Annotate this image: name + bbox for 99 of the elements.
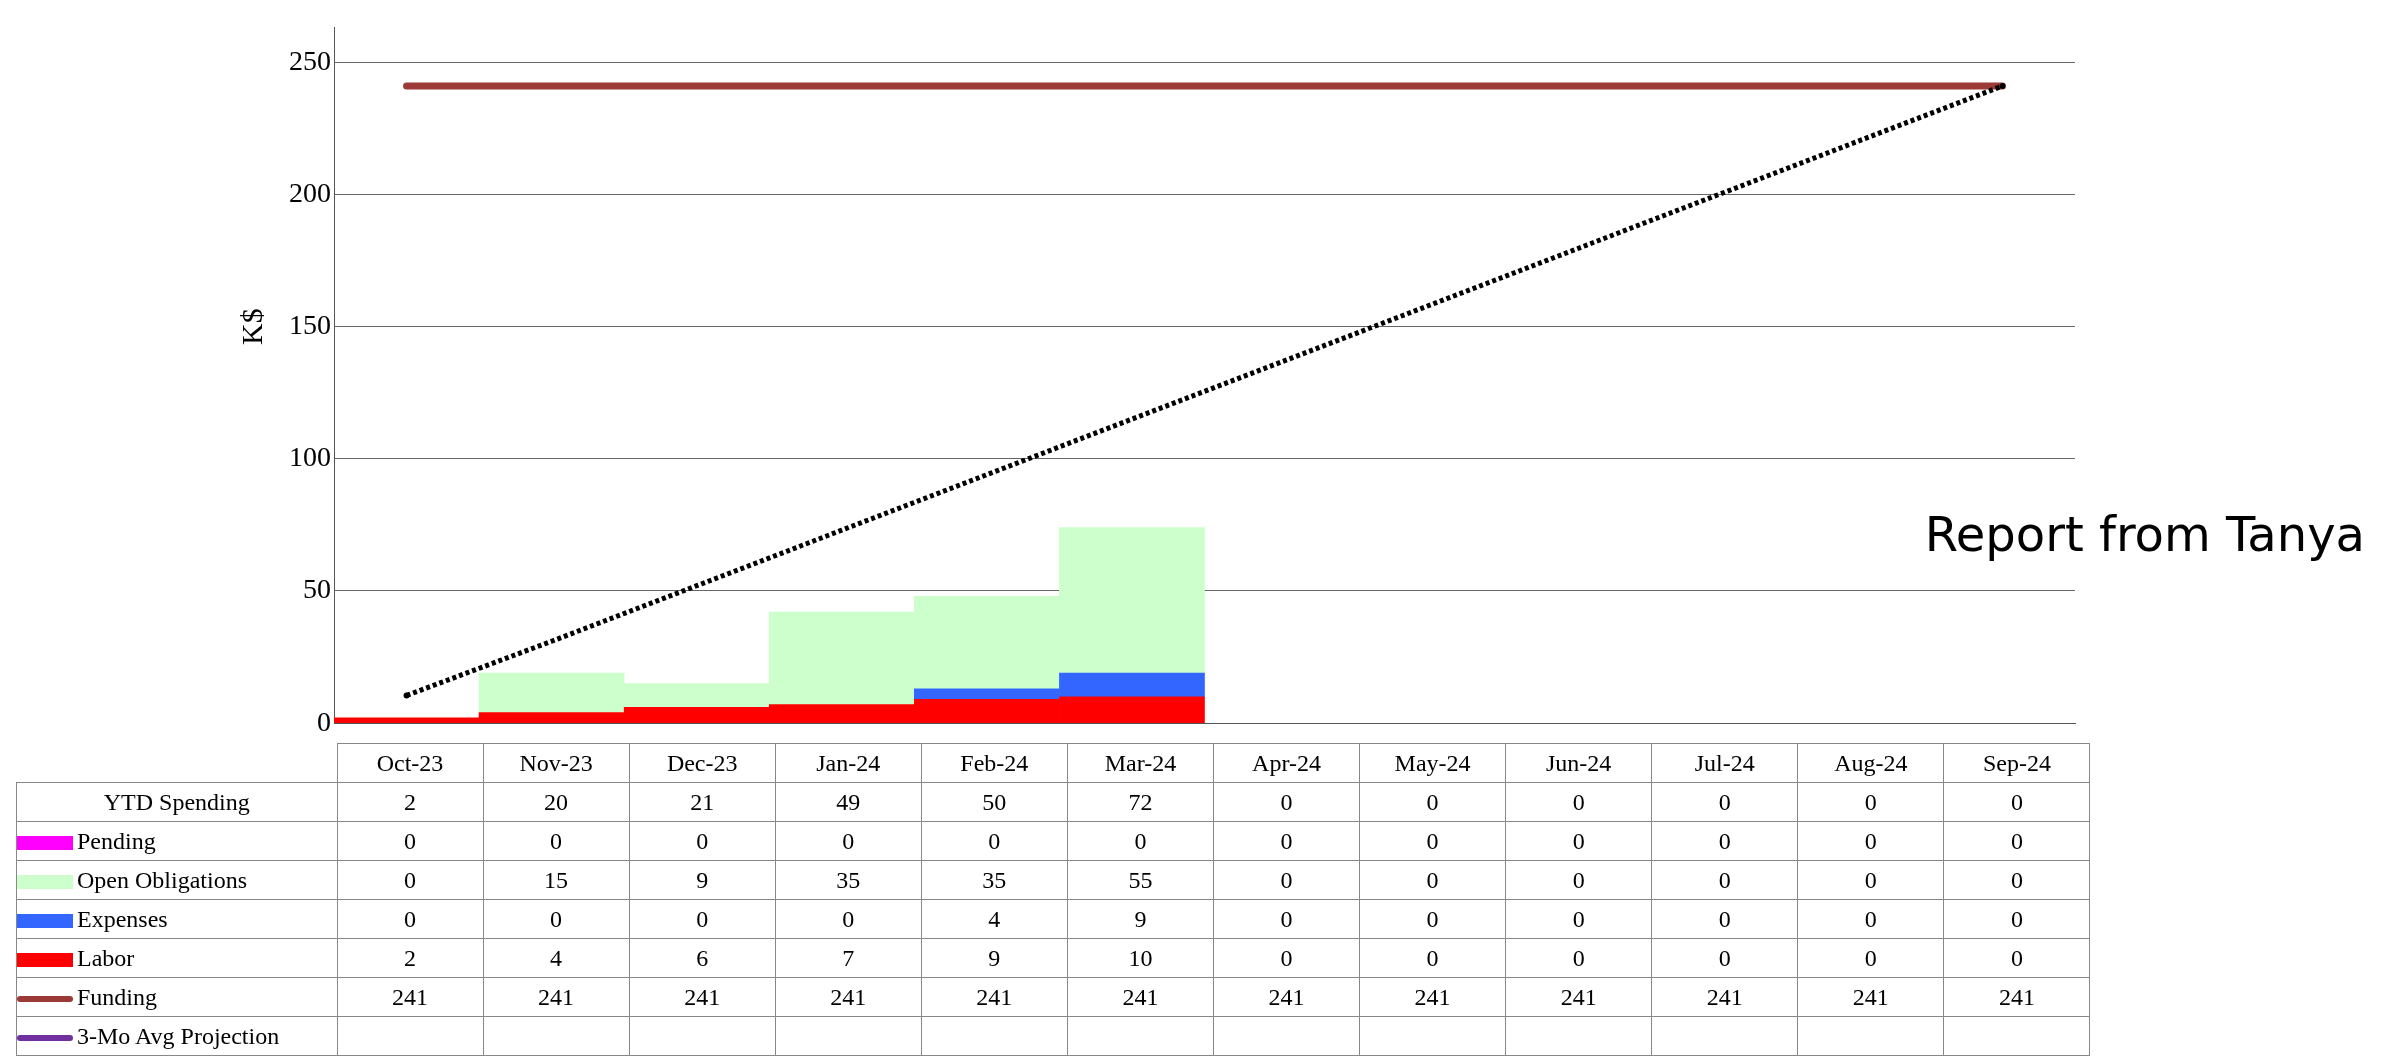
- data-label: 0: [921, 821, 1068, 861]
- data-label: 0: [337, 821, 484, 861]
- data-label: 241: [1797, 977, 1944, 1017]
- data-label: 0: [1797, 899, 1944, 939]
- y-tick-label: 100: [289, 441, 331, 473]
- data-label: 241: [921, 977, 1068, 1017]
- y-tick-label: 0: [317, 705, 331, 737]
- text: 72: [1128, 788, 1153, 815]
- x-tick-label: Oct-23: [337, 743, 484, 783]
- data-label: 35: [921, 860, 1068, 900]
- data-label: 241: [1943, 977, 2090, 1017]
- data-label: 0: [1505, 821, 1652, 861]
- text: 21: [690, 788, 715, 815]
- data-label: 0: [337, 860, 484, 900]
- data-label: 0: [1797, 938, 1944, 978]
- x-tick-label: Apr-24: [1213, 743, 1360, 783]
- legend-label: Pending: [77, 827, 156, 854]
- data-label: 241: [1505, 977, 1652, 1017]
- data-label: 0: [1505, 860, 1652, 900]
- data-label: 241: [775, 977, 922, 1017]
- data-label: 0: [1797, 860, 1944, 900]
- text: 0: [1718, 788, 1731, 815]
- text: 49: [836, 788, 861, 815]
- data-label: 0: [337, 899, 484, 939]
- annotation: Report from Tanya: [1924, 505, 2365, 562]
- data-label: 0: [1651, 821, 1798, 861]
- text: 2: [404, 788, 417, 815]
- data-label: 0: [1213, 860, 1360, 900]
- x-tick-label: Aug-24: [1797, 743, 1944, 783]
- data-label: 241: [1359, 977, 1506, 1017]
- text: 0: [2010, 788, 2023, 815]
- data-label: 241: [483, 977, 630, 1017]
- data-label: 0: [1651, 899, 1798, 939]
- x-tick-label: Nov-23: [483, 743, 630, 783]
- data-label: 9: [629, 860, 776, 900]
- legend-label: Open Obligations: [77, 866, 247, 893]
- data-label: 0: [1359, 860, 1506, 900]
- data-label: 0: [775, 821, 922, 861]
- data-label: 4: [921, 899, 1068, 939]
- data-label: 4: [483, 938, 630, 978]
- x-tick-label: Mar-24: [1067, 743, 1214, 783]
- legend-label: 3-Mo Avg Projection: [77, 1022, 280, 1049]
- data-label: 0: [1943, 938, 2090, 978]
- data-label: 0: [1797, 821, 1944, 861]
- x-tick-label: Feb-24: [921, 743, 1068, 783]
- data-label: 6: [629, 938, 776, 978]
- legend-label: Expenses: [77, 905, 168, 932]
- data-label: 0: [1359, 821, 1506, 861]
- data-label: 35: [775, 860, 922, 900]
- data-label: 10: [1067, 938, 1214, 978]
- data-label: 0: [1651, 860, 1798, 900]
- data-label: 0: [1943, 860, 2090, 900]
- legend-label: Labor: [77, 944, 135, 971]
- data-label: 241: [629, 977, 776, 1017]
- text: 50: [982, 788, 1007, 815]
- data-label: 0: [1505, 899, 1652, 939]
- data-label: 7: [775, 938, 922, 978]
- data-label: 9: [921, 938, 1068, 978]
- text: 0: [1572, 788, 1585, 815]
- data-label: 15: [483, 860, 630, 900]
- data-label: 0: [1213, 938, 1360, 978]
- data-label: 0: [1505, 938, 1652, 978]
- text: 0: [1864, 788, 1877, 815]
- data-label: 0: [1359, 938, 1506, 978]
- data-label: 2: [337, 938, 484, 978]
- data-label: 0: [1943, 899, 2090, 939]
- y-tick-label: 200: [289, 176, 331, 208]
- x-tick-label: May-24: [1359, 743, 1506, 783]
- data-label: 241: [1067, 977, 1214, 1017]
- data-label: 9: [1067, 899, 1214, 939]
- data-label: 241: [1213, 977, 1360, 1017]
- legend-label: Funding: [77, 983, 158, 1010]
- data-label: 55: [1067, 860, 1214, 900]
- text: YTD Spending: [103, 788, 250, 815]
- data-label: 0: [1067, 821, 1214, 861]
- x-tick-label: Jun-24: [1505, 743, 1652, 783]
- data-label: 0: [1213, 821, 1360, 861]
- y-tick-label: 50: [303, 573, 331, 605]
- text: 20: [544, 788, 569, 815]
- data-label: 241: [337, 977, 484, 1017]
- text: 0: [1280, 788, 1293, 815]
- y-tick-label: 250: [289, 44, 331, 76]
- data-label: 0: [483, 821, 630, 861]
- data-label: 0: [1213, 899, 1360, 939]
- data-label: 0: [775, 899, 922, 939]
- data-label: 0: [483, 899, 630, 939]
- x-tick-label: Jul-24: [1651, 743, 1798, 783]
- data-label: 0: [629, 821, 776, 861]
- data-label: 0: [1359, 899, 1506, 939]
- x-tick-label: Dec-23: [629, 743, 776, 783]
- y-axis-title: K$: [234, 308, 268, 345]
- x-tick-label: Jan-24: [775, 743, 922, 783]
- data-label: 0: [1651, 938, 1798, 978]
- x-tick-label: Sep-24: [1943, 743, 2090, 783]
- y-tick-label: 150: [289, 308, 331, 340]
- data-label: 0: [1943, 821, 2090, 861]
- text: 0: [1426, 788, 1439, 815]
- data-label: 0: [629, 899, 776, 939]
- data-label: 241: [1651, 977, 1798, 1017]
